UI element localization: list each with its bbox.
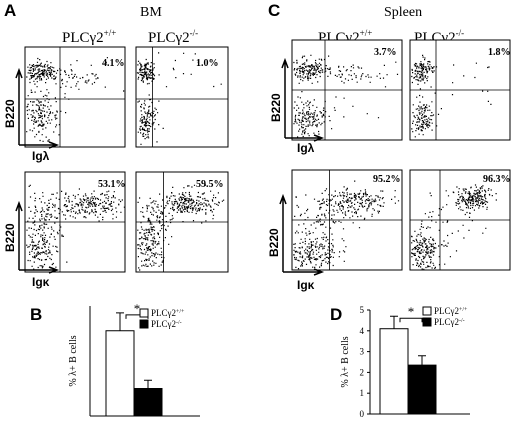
x-arrow-c-kappa bbox=[283, 268, 325, 276]
y-tick-label: 0 bbox=[360, 409, 365, 419]
pct-c-kappa-ko: 96.3% bbox=[483, 174, 511, 185]
panel-letter-c: C bbox=[268, 1, 280, 20]
y-tick-label: 2 bbox=[360, 367, 365, 377]
y-arrow-a-kappa bbox=[15, 200, 23, 270]
y-tick-label: 4 bbox=[360, 326, 365, 336]
significance-star: * bbox=[408, 304, 415, 319]
flow-plot-c-kappa-ko bbox=[409, 169, 511, 271]
event-dots bbox=[137, 184, 225, 271]
y-tick-label: 1 bbox=[360, 388, 365, 398]
y-tick-label: 5 bbox=[360, 305, 365, 315]
xlabel-c-lambda: Igλ bbox=[297, 141, 315, 155]
axis-arrows-a bbox=[15, 57, 325, 276]
x-arrow-a-lambda bbox=[19, 141, 60, 149]
panel-a-title: BM bbox=[140, 5, 162, 20]
flow-plot-c-lambda-ko bbox=[409, 39, 511, 141]
x-arrow-a-kappa bbox=[19, 266, 60, 274]
x-arrow-c-lambda bbox=[285, 134, 325, 142]
pct-a-lambda-wt: 4.1% bbox=[102, 58, 125, 69]
significance-bracket bbox=[399, 317, 423, 323]
flow-plot-frame bbox=[135, 46, 229, 148]
event-dots bbox=[293, 180, 400, 270]
bar-0 bbox=[105, 330, 135, 417]
pct-c-kappa-wt: 95.2% bbox=[373, 174, 401, 185]
flow-plot-a-kappa-ko bbox=[135, 171, 229, 273]
bar-chart-d: 0 1 2 3 4 5 % λ+ B cells * PLCγ2+/+PLCγ2-/- bbox=[340, 304, 470, 419]
bar-1 bbox=[407, 364, 437, 415]
xlabel-c-kappa: Igκ bbox=[297, 278, 315, 292]
y-tick-label: 3 bbox=[360, 347, 365, 357]
ylabel-a-lambda: B220 bbox=[3, 99, 17, 128]
pct-c-lambda-ko: 1.8% bbox=[488, 47, 511, 58]
legend-swatch-0 bbox=[139, 308, 149, 318]
bar-0 bbox=[379, 328, 409, 415]
ylabel-c-lambda: B220 bbox=[269, 93, 283, 122]
geno-a-wt: PLCγ2+/+ bbox=[62, 28, 116, 46]
flow-plot-a-lambda-ko bbox=[135, 46, 229, 148]
bar-1 bbox=[133, 388, 163, 417]
legend-swatch-1 bbox=[139, 319, 149, 329]
pct-a-kappa-ko: 59.5% bbox=[196, 179, 224, 190]
xlabel-a-lambda: Igλ bbox=[32, 149, 50, 163]
y-arrow-c-lambda bbox=[281, 57, 289, 138]
flow-plots bbox=[24, 39, 511, 273]
bar-chart-b: % λ+ B cells * PLCγ2+/+PLCγ2-/- bbox=[68, 301, 200, 417]
ylabel-c-kappa: B220 bbox=[267, 228, 281, 257]
flow-plot-a-kappa-wt bbox=[24, 171, 126, 273]
panel-letter-b: B bbox=[30, 305, 42, 324]
panel-letter-d: D bbox=[330, 305, 342, 324]
significance-star: * bbox=[134, 301, 141, 316]
xlabel-a-kappa: Igκ bbox=[32, 275, 50, 289]
event-dots bbox=[26, 57, 125, 142]
flow-plot-c-lambda-wt bbox=[291, 39, 403, 141]
legend-label-1: PLCγ2-/- bbox=[434, 317, 465, 327]
legend-swatch-1 bbox=[422, 317, 432, 327]
y-arrow-c-kappa bbox=[279, 193, 287, 272]
legend-label-0: PLCγ2+/+ bbox=[434, 306, 468, 316]
panel-letter-a: A bbox=[4, 1, 16, 20]
flow-plot-c-kappa-wt bbox=[291, 169, 403, 271]
event-dots bbox=[293, 54, 399, 138]
legend-swatch-0 bbox=[422, 306, 432, 316]
bar-ylabel: % λ+ B cells bbox=[340, 336, 351, 387]
event-dots bbox=[411, 174, 497, 270]
panel-c-title: Spleen bbox=[384, 5, 422, 20]
legend-label-0: PLCγ2+/+ bbox=[151, 308, 185, 318]
ylabel-a-kappa: B220 bbox=[3, 223, 17, 252]
pct-a-lambda-ko: 1.0% bbox=[196, 58, 219, 69]
bar-ylabel: % λ+ B cells bbox=[68, 335, 79, 386]
pct-a-kappa-wt: 53.1% bbox=[98, 179, 126, 190]
flow-plot-a-lambda-wt bbox=[24, 46, 126, 148]
geno-a-ko: PLCγ2-/- bbox=[148, 28, 198, 46]
pct-c-lambda-wt: 3.7% bbox=[374, 47, 397, 58]
y-arrow-a-lambda bbox=[15, 67, 23, 145]
legend-label-1: PLCγ2-/- bbox=[151, 319, 182, 329]
